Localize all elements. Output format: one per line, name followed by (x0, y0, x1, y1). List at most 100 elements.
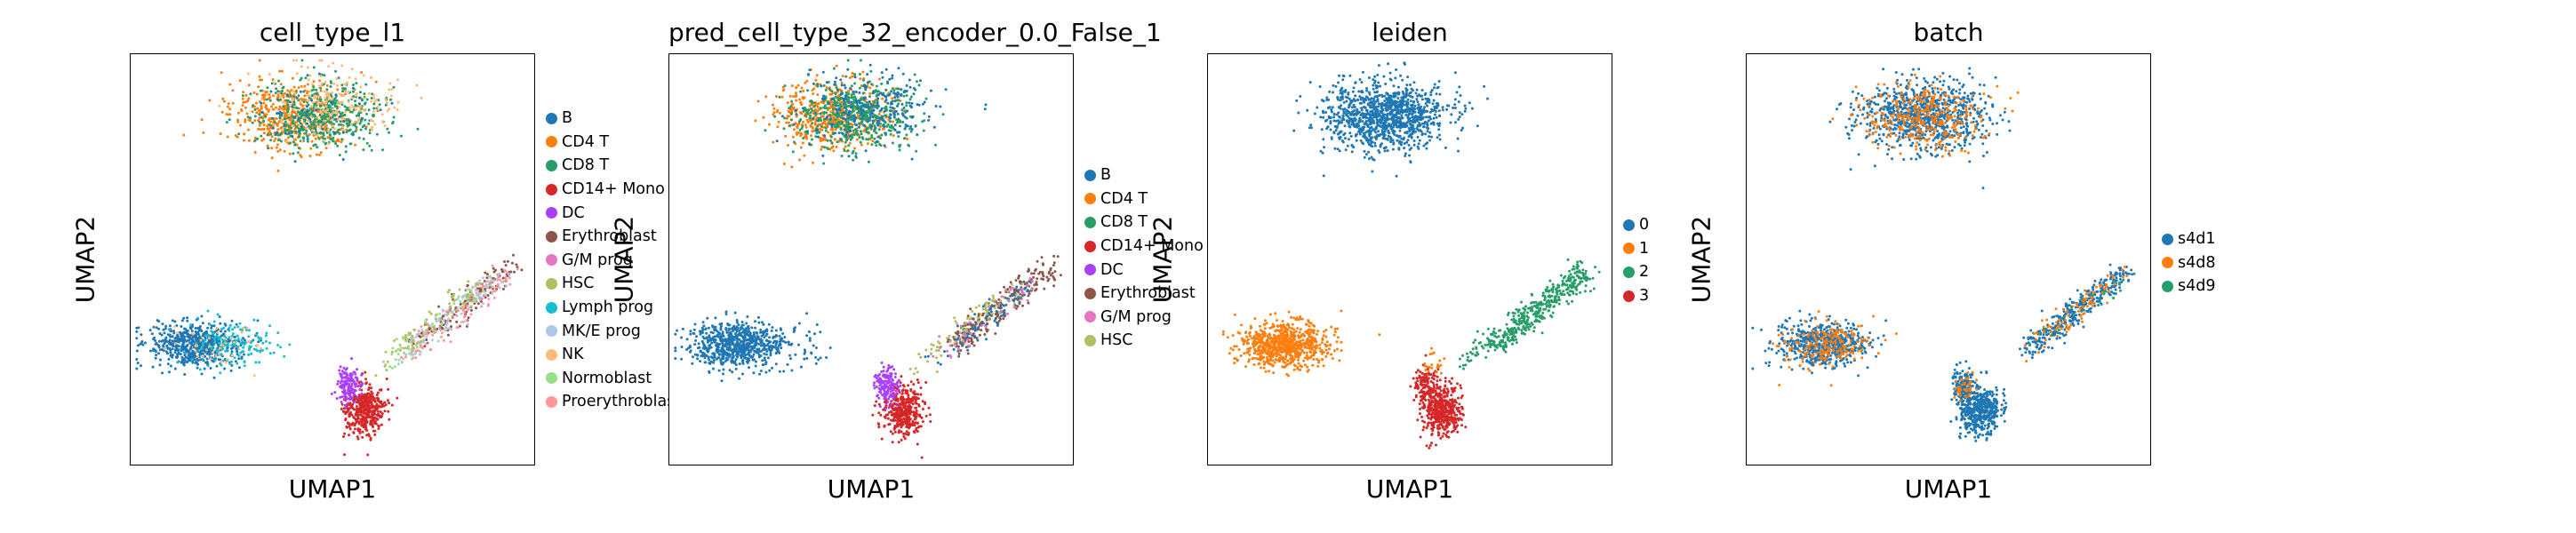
data-point (833, 83, 836, 86)
data-point (340, 374, 343, 378)
legend-item: MK/E prog (546, 319, 681, 343)
data-point (283, 107, 286, 111)
data-point (722, 368, 725, 371)
legend-marker (546, 183, 557, 195)
data-point (380, 412, 384, 416)
data-point (856, 131, 860, 135)
data-point (189, 352, 193, 355)
data-point (355, 420, 358, 424)
data-point (841, 75, 844, 78)
data-point (196, 344, 198, 347)
data-point (154, 356, 157, 360)
data-point (362, 426, 365, 429)
data-point (212, 338, 216, 341)
data-point (195, 341, 198, 345)
data-point (842, 97, 845, 100)
data-point (228, 336, 231, 339)
data-point (875, 116, 878, 120)
data-point (846, 105, 850, 107)
data-point (708, 362, 711, 365)
data-point (164, 324, 168, 328)
data-point (228, 107, 232, 111)
data-point (764, 129, 767, 132)
data-point (334, 117, 338, 121)
point-group (330, 357, 364, 410)
data-point (288, 152, 292, 155)
data-point (310, 131, 314, 134)
data-point (330, 101, 333, 105)
data-point (888, 115, 892, 119)
data-point (812, 101, 816, 105)
data-point (340, 123, 343, 126)
data-point (854, 100, 858, 103)
data-point (375, 396, 379, 400)
data-point (276, 344, 280, 346)
data-point (422, 338, 426, 341)
legend-marker (546, 254, 557, 266)
data-point (202, 344, 204, 347)
data-point (352, 370, 356, 374)
data-point (173, 325, 177, 328)
data-point (253, 151, 257, 154)
data-point (212, 320, 216, 323)
data-point (806, 112, 810, 115)
legend-item: CD8 T (546, 154, 681, 178)
data-point (883, 94, 886, 98)
data-point (292, 137, 295, 140)
data-point (208, 339, 211, 343)
data-point (248, 345, 252, 348)
data-point (857, 125, 860, 129)
data-point (862, 117, 866, 121)
data-point (135, 358, 139, 361)
data-point (732, 362, 736, 365)
data-point (674, 332, 677, 336)
data-point (258, 361, 260, 364)
data-point (300, 104, 304, 107)
data-point (276, 133, 280, 137)
data-point (707, 326, 710, 330)
data-point (426, 328, 429, 331)
data-point (466, 297, 469, 300)
data-point (268, 96, 272, 99)
data-point (738, 329, 741, 332)
data-point (333, 97, 337, 100)
data-point (299, 122, 302, 125)
data-point (303, 120, 307, 123)
data-point (358, 388, 362, 392)
data-point (273, 121, 276, 124)
data-point (849, 115, 852, 119)
data-point (347, 100, 350, 104)
data-point (306, 66, 309, 69)
data-point (202, 352, 205, 355)
data-point (333, 127, 336, 131)
data-point (266, 86, 269, 90)
data-point (416, 127, 420, 131)
data-point (761, 321, 764, 324)
data-point (809, 123, 812, 127)
data-point (866, 73, 869, 76)
data-point (861, 91, 865, 95)
data-point (475, 297, 477, 300)
data-point (353, 427, 356, 431)
data-point (729, 354, 732, 357)
legend-marker (546, 325, 557, 338)
data-point (258, 78, 261, 82)
data-point (813, 104, 817, 107)
data-point (404, 336, 408, 339)
data-point (804, 123, 807, 126)
data-point (499, 278, 502, 282)
data-point (281, 90, 284, 92)
data-point (833, 138, 836, 141)
data-point (243, 338, 246, 342)
data-point (317, 72, 321, 76)
data-point (830, 147, 834, 149)
data-point (500, 270, 504, 274)
data-point (155, 354, 158, 357)
data-point (454, 308, 458, 312)
data-point (324, 111, 328, 115)
data-point (274, 137, 277, 140)
data-point (824, 95, 828, 99)
data-point (359, 128, 363, 131)
data-point (360, 384, 364, 387)
data-point (228, 323, 232, 327)
